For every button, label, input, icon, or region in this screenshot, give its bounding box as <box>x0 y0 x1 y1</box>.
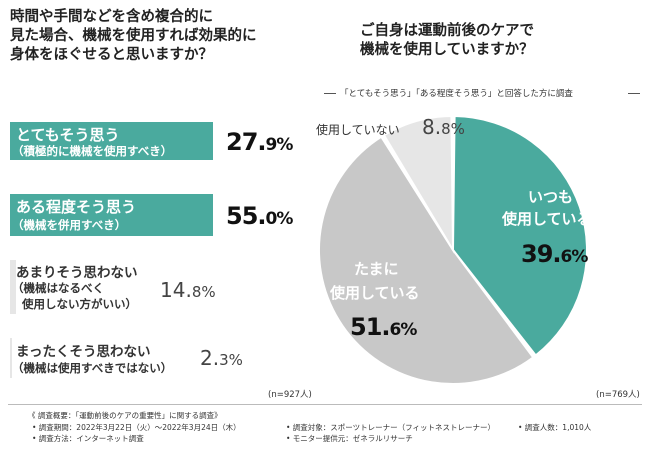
bar-aruteido <box>10 194 213 236</box>
value-label-aruteido: 55.0% <box>226 202 293 230</box>
value-label-totemo-unit: % <box>276 135 293 155</box>
right-subtitle: 「とてもそう思う」「ある程度そう思う」と回答した方に調査 <box>340 89 573 99</box>
bar-label-amari: あまりそう思わない <box>16 265 138 281</box>
value-label-totemo: 27.9% <box>226 128 293 156</box>
pie-value-tamani: 51.6% <box>350 313 417 341</box>
pie-value-shiyoushiteinai-num: 8. <box>422 115 442 139</box>
left-title-line-1: 時間や手間などを含め複合的に <box>10 9 213 25</box>
right-title-line-2: 機械を使用していますか？ <box>360 42 534 58</box>
pie-value-itsumo: 39.6% <box>521 240 588 268</box>
left-n-label: (n=927人) <box>268 390 312 400</box>
value-label-aruteido-dec: 0 <box>265 209 278 229</box>
left-title-line-2: 見た場合、機械を使用すれば効果的に <box>10 28 257 44</box>
value-label-totemo-dec: 9 <box>265 135 278 155</box>
pie-label-tamani-1: たまに <box>354 260 399 278</box>
bar-sublabel-totemo: （積極的に機械を使用すべき） <box>12 144 173 158</box>
pie-label-tamani-2: 使用している <box>330 284 420 302</box>
left-title-line-3: 身体をほぐせると思いますか？ <box>10 47 213 63</box>
pie-value-tamani-num: 51. <box>350 313 391 341</box>
value-label-mattaku-dec: 3 <box>219 351 229 369</box>
value-label-mattaku-num: 2. <box>200 346 220 370</box>
value-label-amari-unit: % <box>201 283 216 301</box>
pie-value-itsumo-unit: % <box>571 247 588 267</box>
bar-label-totemo: とてもそう思う <box>16 126 120 144</box>
pie-label-itsumo-2: 使用している <box>502 210 592 228</box>
bar-totemo <box>10 122 213 160</box>
pie-value-tamani-unit: % <box>400 320 417 340</box>
left-question-title: 時間や手間などを含め複合的に 見た場合、機械を使用すれば効果的に 身体をほぐせる… <box>10 8 257 65</box>
subtitle-left-dash <box>324 93 336 94</box>
value-label-mattaku-unit: % <box>228 351 243 369</box>
pie-slice-tamani <box>318 135 535 385</box>
bar-amari <box>10 260 16 314</box>
footer-provider: • モニター提供元：ゼネラルリサーチ <box>286 434 413 443</box>
value-label-totemo-num: 27. <box>226 128 267 156</box>
value-label-amari-dec: 8 <box>191 283 202 301</box>
right-n-label: (n=769人) <box>596 390 640 400</box>
bar-label-aruteido: ある程度そう思う <box>16 198 137 216</box>
bar-sublabel-amari: （機械はなるべく <box>12 281 104 295</box>
bar-mattaku <box>10 338 12 378</box>
footer-period: • 調査期間：2022年3月22日（火）～2022年3月24日（木） <box>32 423 241 432</box>
pie-value-shiyoushiteinai: 8.8% <box>422 115 465 139</box>
footer-survey-title: 《 調査概要：「運動前後のケアの重要性」に関する調査》 <box>28 411 222 420</box>
pie-value-shiyoushiteinai-dec: 8 <box>441 120 451 138</box>
bar-sublabel-aruteido: （機械を併用すべき） <box>12 218 127 232</box>
right-question-title: ご自身は運動前後のケアで 機械を使用していますか？ <box>360 22 534 60</box>
value-label-amari-num: 14. <box>160 278 192 302</box>
right-title-line-1: ご自身は運動前後のケアで <box>360 23 534 39</box>
pie-value-shiyoushiteinai-unit: % <box>450 120 465 138</box>
pie-value-itsumo-dec: 6 <box>560 247 573 267</box>
value-label-amari: 14.8% <box>160 278 216 302</box>
pie-slice-shiyoushiteinai <box>382 114 455 254</box>
bar-sublabel-mattaku: （機械は使用すべきではない） <box>12 361 173 375</box>
subtitle-right-dash <box>628 93 640 94</box>
bar-label-mattaku: まったくそう思わない <box>16 344 151 360</box>
value-label-mattaku: 2.3% <box>200 346 243 370</box>
pie-label-shiyoushiteinai: 使用していない <box>316 123 400 137</box>
footer-target: • 調査対象：スポーツトレーナー（フィットネストレーナー） <box>286 423 496 432</box>
value-label-aruteido-unit: % <box>276 209 293 229</box>
pie-value-tamani-dec: 6 <box>389 320 402 340</box>
pie-value-itsumo-num: 39. <box>521 240 562 268</box>
bar-sublabel-amari-2: 使用しない方がいい） <box>22 297 137 311</box>
footer-divider <box>8 404 642 405</box>
footer-count: • 調査人数：1,010人 <box>518 423 592 432</box>
pie-label-itsumo-1: いつも <box>528 188 574 206</box>
value-label-aruteido-num: 55. <box>226 202 267 230</box>
footer-method: • 調査方法：インターネット調査 <box>32 434 144 443</box>
pie-slice-itsumo <box>451 114 588 357</box>
